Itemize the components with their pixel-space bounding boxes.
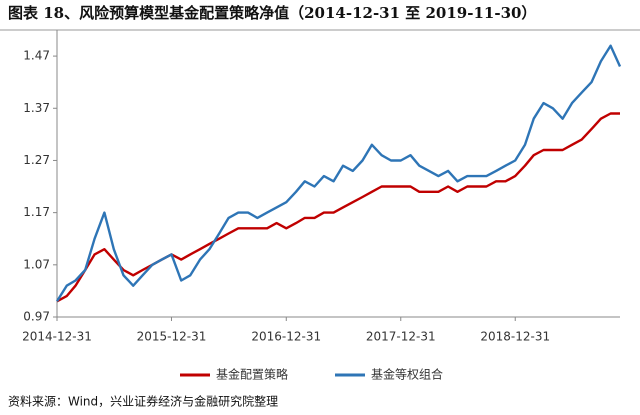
x-tick-label: 2017-12-31 [366,330,436,344]
x-tick-label: 2016-12-31 [251,330,321,344]
y-tick-label: 1.17 [23,205,50,219]
y-tick-label: 1.07 [23,257,50,271]
y-tick-label: 1.27 [23,153,50,167]
legend-label: 基金配置策略 [216,367,288,382]
chart-title: 图表 18、风险预算模型基金配置策略净值（2014-12-31 至 2019-1… [8,4,536,22]
x-tick-label: 2015-12-31 [137,330,207,344]
source-note: 资料来源：Wind，兴业证券经济与金融研究院整理 [8,394,278,409]
y-tick-label: 1.37 [23,101,50,115]
x-tick-label: 2014-12-31 [22,330,92,344]
series-line [55,44,622,302]
series-line [56,112,620,303]
legend-label: 基金等权组合 [371,367,443,382]
x-tick-label: 2018-12-31 [480,330,550,344]
y-tick-label: 0.97 [23,310,50,324]
y-tick-label: 1.47 [23,49,50,63]
